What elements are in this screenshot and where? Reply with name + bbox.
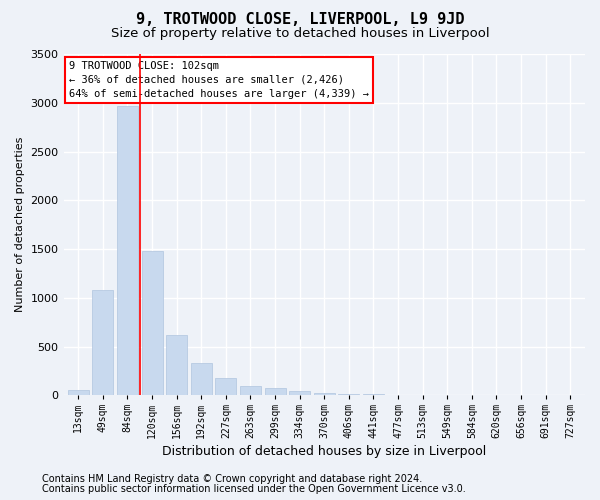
Bar	[142, 251, 163, 396]
Text: Contains HM Land Registry data © Crown copyright and database right 2024.: Contains HM Land Registry data © Crown c…	[42, 474, 422, 484]
Text: Size of property relative to detached houses in Liverpool: Size of property relative to detached ho…	[110, 28, 490, 40]
Bar	[191, 363, 212, 396]
Bar	[265, 388, 286, 396]
X-axis label: Distribution of detached houses by size in Liverpool: Distribution of detached houses by size …	[162, 444, 487, 458]
Text: Contains public sector information licensed under the Open Government Licence v3: Contains public sector information licen…	[42, 484, 466, 494]
Bar	[289, 391, 310, 396]
Bar	[215, 378, 236, 396]
Bar	[314, 393, 335, 396]
Bar	[68, 390, 89, 396]
Bar	[92, 290, 113, 396]
Bar	[363, 394, 384, 396]
Text: 9, TROTWOOD CLOSE, LIVERPOOL, L9 9JD: 9, TROTWOOD CLOSE, LIVERPOOL, L9 9JD	[136, 12, 464, 28]
Bar	[166, 335, 187, 396]
Text: 9 TROTWOOD CLOSE: 102sqm
← 36% of detached houses are smaller (2,426)
64% of sem: 9 TROTWOOD CLOSE: 102sqm ← 36% of detach…	[69, 61, 369, 99]
Y-axis label: Number of detached properties: Number of detached properties	[15, 137, 25, 312]
Bar	[338, 394, 359, 396]
Bar	[117, 106, 138, 396]
Bar	[240, 386, 261, 396]
